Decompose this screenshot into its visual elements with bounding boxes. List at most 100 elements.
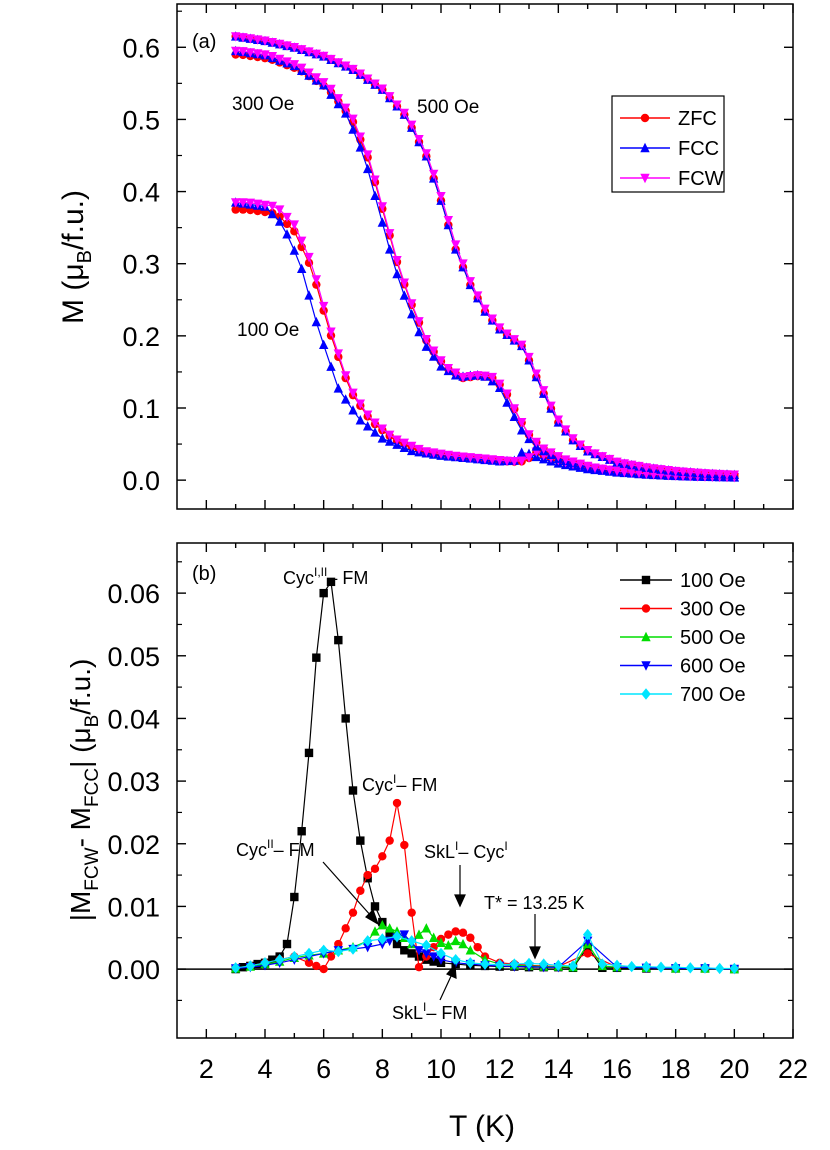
series-line: [235, 209, 735, 478]
data-point: [524, 352, 534, 363]
data-point: [678, 467, 688, 477]
data-point: [421, 939, 432, 951]
data-point: [516, 456, 527, 467]
data-point: [502, 456, 512, 467]
data-point: [355, 399, 366, 409]
x-tick-label: 8: [375, 1054, 390, 1084]
series-line: [235, 201, 735, 478]
data-point: [400, 946, 409, 955]
data-point: [348, 64, 358, 75]
data-point: [465, 277, 476, 287]
panel-b-series: [230, 577, 740, 975]
data-point: [685, 962, 696, 974]
data-point: [465, 453, 476, 463]
data-point: [604, 454, 615, 465]
data-point: [340, 371, 351, 381]
annotation-skl-i-fm: SkLI– FM: [392, 1000, 467, 1023]
data-point: [619, 459, 630, 469]
data-point: [326, 361, 336, 371]
data-point: [502, 329, 512, 339]
data-point: [480, 371, 490, 381]
arrow-skl-cyc-head: [454, 894, 466, 908]
data-point: [312, 961, 321, 971]
data-point: [700, 469, 710, 479]
y-tick-label: 0.06: [107, 579, 160, 609]
data-point: [392, 939, 402, 949]
data-point: [714, 469, 725, 480]
data-point: [465, 945, 476, 955]
data-point: [421, 335, 432, 345]
data-point: [252, 49, 263, 59]
data-point: [590, 449, 600, 459]
legend-marker: [641, 661, 651, 671]
data-point: [458, 938, 468, 949]
data-point: [406, 441, 417, 452]
data-point: [267, 38, 278, 48]
data-point: [326, 84, 336, 95]
data-point: [341, 714, 350, 723]
data-point: [729, 470, 740, 480]
data-point: [531, 437, 542, 448]
panel-b: 0.00 0.01 0.02 0.03 0.04 0.05 0.06 2 4 6 8 10 12 14 1…: [65, 542, 808, 1084]
data-point: [370, 190, 380, 200]
data-point: [289, 950, 300, 963]
data-point: [274, 205, 285, 215]
data-point: [590, 463, 600, 473]
data-point: [597, 958, 608, 970]
arrow-t-star-head: [529, 946, 541, 960]
data-point: [392, 930, 402, 943]
data-point: [296, 263, 307, 274]
data-point: [450, 451, 461, 462]
arrow-cyc-ii: [322, 861, 373, 918]
data-point: [450, 953, 461, 966]
data-point: [451, 927, 460, 936]
data-point: [334, 635, 343, 645]
data-point: [714, 962, 725, 975]
data-point: [348, 124, 358, 134]
data-point: [341, 924, 350, 933]
data-point: [282, 229, 292, 239]
data-point: [560, 455, 571, 465]
data-point: [289, 43, 300, 53]
annotation-cyc-ii-fm: CycII– FM: [236, 837, 315, 860]
legend-marker: [641, 575, 651, 585]
data-point: [282, 212, 292, 223]
data-point: [429, 942, 438, 952]
data-point: [333, 349, 344, 359]
data-point: [267, 201, 278, 212]
data-point: [509, 411, 520, 422]
data-point: [516, 340, 527, 351]
data-point: [436, 937, 446, 947]
data-point: [231, 205, 240, 214]
data-point: [318, 944, 329, 956]
data-point: [362, 410, 373, 420]
series-zfc-100-oe: [231, 205, 739, 482]
annotation-500-oe: 500 Oe: [417, 97, 479, 118]
data-point: [355, 132, 366, 142]
data-point: [296, 45, 307, 55]
data-point: [685, 468, 696, 478]
data-point: [238, 47, 248, 57]
data-point: [656, 961, 666, 973]
data-point: [582, 928, 593, 941]
data-point: [582, 461, 593, 472]
data-point: [363, 870, 372, 880]
data-point: [348, 114, 358, 125]
data-point: [582, 445, 593, 456]
x-tick-label: 16: [602, 1054, 632, 1084]
legend-marker: [641, 631, 651, 642]
data-point: [267, 208, 278, 219]
data-point: [480, 958, 490, 970]
data-point: [575, 440, 586, 450]
data-point: [421, 341, 432, 351]
data-point: [362, 150, 373, 160]
data-point: [443, 940, 454, 950]
data-point: [245, 48, 256, 58]
data-point: [318, 51, 329, 62]
data-point: [304, 947, 314, 960]
data-point: [626, 960, 637, 973]
series-line: [235, 201, 735, 478]
x-tick-label: 14: [543, 1054, 573, 1084]
data-point: [399, 108, 410, 119]
data-point: [612, 959, 622, 972]
